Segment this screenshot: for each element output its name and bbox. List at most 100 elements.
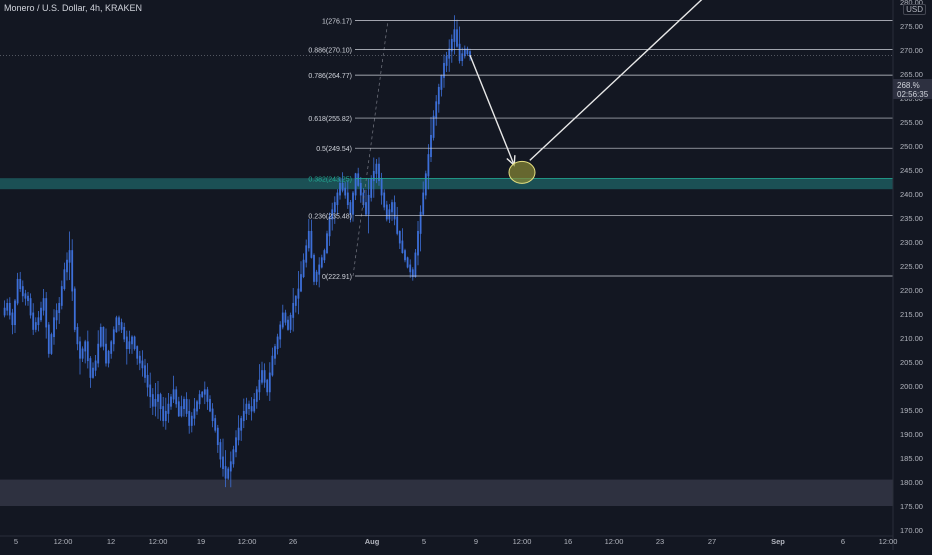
time-tick-label: 26 — [289, 537, 297, 546]
candle-body — [180, 406, 183, 417]
candle-body — [29, 298, 32, 316]
candle-body — [315, 271, 318, 282]
time-tick-label: 27 — [708, 537, 716, 546]
price-tick-label: 230.00 — [900, 238, 923, 247]
candle-body — [188, 410, 191, 426]
candle-body — [396, 216, 399, 234]
candle-body — [323, 250, 326, 261]
candle-body — [3, 307, 6, 316]
candle-body — [40, 307, 42, 321]
candle-body — [162, 406, 165, 422]
candle-body — [19, 278, 22, 290]
fib-retracement[interactable]: 1(276.17) 0.886(270.10) 0.786(264.77) 0.618… — [308, 18, 893, 281]
candle-body — [380, 178, 383, 196]
scenario-arrow-down — [469, 55, 515, 166]
candle-body — [313, 254, 315, 282]
candle-body — [385, 204, 388, 220]
time-tick-label: 5 — [422, 537, 426, 546]
candle-body — [276, 336, 279, 350]
candle-body — [50, 334, 53, 354]
candle-body — [66, 259, 68, 273]
candle-body — [398, 230, 401, 244]
price-tick-label: 245.00 — [900, 166, 923, 175]
candle-body — [463, 48, 466, 57]
candle-body — [372, 170, 375, 182]
candle-body — [175, 389, 178, 405]
candle-body — [422, 192, 425, 215]
candle-body — [458, 43, 461, 62]
price-tick-label: 225.00 — [900, 262, 923, 271]
candle-body — [102, 326, 105, 347]
candle-body — [136, 346, 139, 359]
price-tag-value: 268.% — [897, 81, 920, 90]
price-tick-label: 190.00 — [900, 430, 923, 439]
candle-body — [242, 410, 245, 422]
candle-body — [60, 286, 63, 306]
candle-body — [229, 461, 232, 472]
candle-body — [294, 295, 297, 306]
candle-body — [430, 134, 432, 158]
candle-body — [172, 389, 175, 400]
candle-body — [81, 348, 84, 359]
time-tick-label: 19 — [197, 537, 205, 546]
candle-body — [375, 163, 378, 174]
candle-body — [86, 341, 89, 362]
candle-body — [235, 437, 237, 453]
candle-body — [47, 324, 50, 354]
candles-layer — [3, 15, 471, 488]
candle-body — [404, 250, 406, 261]
drawing-layer[interactable] — [0, 0, 893, 184]
price-tag-countdown: 02:56:35 — [897, 90, 929, 99]
candle-body — [370, 178, 373, 198]
time-tick-label: Aug — [365, 537, 380, 546]
candle-body — [232, 449, 235, 465]
price-tick-label: 215.00 — [900, 310, 923, 319]
candle-body — [94, 360, 97, 371]
candle-body — [16, 278, 19, 304]
fib-level-label: 0.886(270.10) — [308, 48, 352, 55]
candle-body — [146, 374, 149, 388]
candle-body — [432, 115, 435, 138]
candle-body — [237, 427, 240, 441]
candle-body — [240, 418, 243, 431]
currency-badge[interactable]: USD — [903, 4, 926, 15]
fib-level-label: 0.236(235.48) — [308, 214, 352, 221]
candle-body — [336, 192, 339, 206]
price-tick-label: 200.00 — [900, 382, 923, 391]
price-tick-label: 270.00 — [900, 46, 923, 55]
candle-body — [435, 101, 438, 119]
candle-body — [214, 418, 217, 431]
candle-body — [461, 53, 464, 62]
price-tick-label: 180.00 — [900, 478, 923, 487]
candle-body — [193, 408, 196, 419]
time-tick-label: 12:00 — [879, 537, 898, 546]
time-tick-label: 16 — [564, 537, 572, 546]
time-tick-label: 12:00 — [238, 537, 257, 546]
candle-body — [209, 398, 211, 412]
candle-body — [326, 233, 328, 254]
candle-body — [331, 209, 334, 220]
time-tick-label: Sep — [771, 537, 785, 546]
candle-body — [263, 370, 266, 383]
price-tick-label: 255.00 — [900, 118, 923, 127]
candle-body — [34, 322, 37, 330]
candle-body — [401, 240, 404, 254]
price-tag: 268.% 02:56:35 — [893, 79, 932, 99]
time-tick-label: 9 — [474, 537, 478, 546]
candle-body — [266, 379, 269, 393]
candle-body — [357, 173, 360, 186]
price-tick-label: 195.00 — [900, 406, 923, 415]
fib-level-label: 0(222.91) — [322, 274, 352, 281]
candle-body — [105, 343, 107, 364]
candle-body — [245, 403, 248, 414]
candle-body — [8, 302, 11, 316]
candle-body — [305, 245, 308, 263]
time-tick-label: 12:00 — [605, 537, 624, 546]
candle-body — [219, 442, 222, 460]
candle-body — [466, 48, 469, 55]
fib-trend-line — [352, 20, 389, 277]
time-axis[interactable]: 5 12:00 12 12:00 19 12:00 26 Aug 5 9 12:00 16 12:00 2… — [0, 535, 898, 546]
price-tick-label: 220.00 — [900, 286, 923, 295]
